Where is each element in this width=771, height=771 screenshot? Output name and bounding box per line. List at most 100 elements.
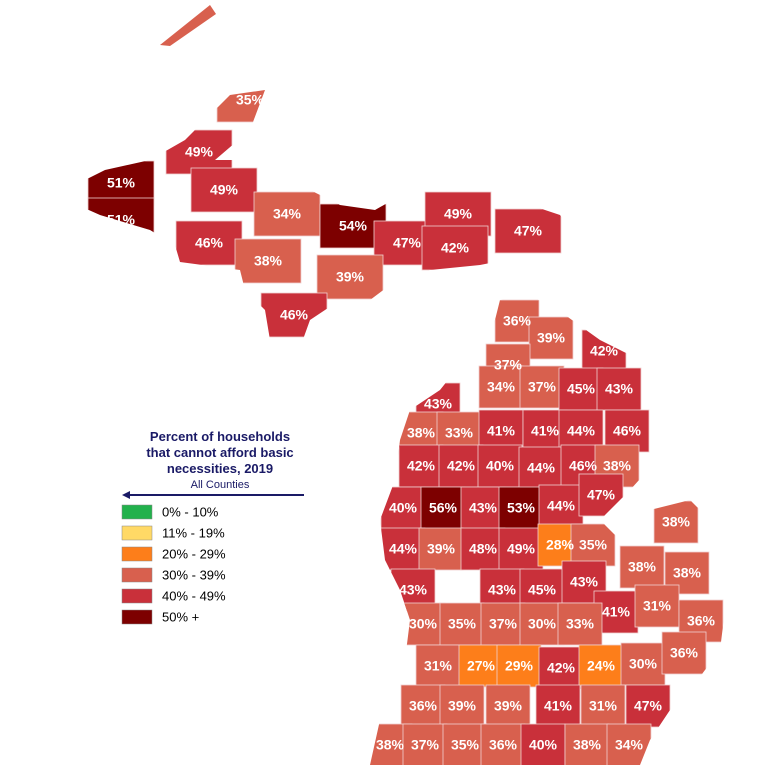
county-value: 38% — [603, 458, 632, 474]
legend-arrow — [122, 491, 130, 499]
county-value: 41% — [487, 423, 516, 439]
county-value: 30% — [409, 616, 438, 632]
county-value: 30% — [528, 616, 557, 632]
county-value: 45% — [528, 582, 557, 598]
county — [480, 723, 526, 765]
county-value: 38% — [376, 737, 405, 753]
county-value: 51% — [107, 212, 136, 228]
county-value: 49% — [444, 206, 473, 222]
legend-title: that cannot afford basic — [146, 445, 293, 460]
county — [661, 631, 707, 675]
county-value: 39% — [336, 269, 365, 285]
county — [538, 484, 584, 528]
county-value: 34% — [487, 379, 516, 395]
county — [477, 444, 523, 488]
county-value: 47% — [634, 698, 663, 714]
county-value: 42% — [547, 660, 576, 676]
county-value: 42% — [590, 343, 619, 359]
county-value: 28% — [546, 537, 575, 553]
legend-subtitle: All Counties — [191, 479, 250, 491]
county — [439, 602, 485, 646]
county-value: 42% — [407, 458, 436, 474]
county-value: 43% — [399, 582, 428, 598]
island — [160, 5, 216, 46]
county — [519, 365, 565, 409]
county-value: 29% — [505, 658, 534, 674]
county-value: 36% — [670, 645, 699, 661]
legend-swatch — [121, 567, 153, 583]
county-value: 36% — [503, 313, 532, 329]
county-value: 49% — [507, 541, 536, 557]
county-value: 47% — [514, 223, 543, 239]
county — [438, 444, 484, 488]
legend-label: 50% + — [162, 609, 199, 624]
county — [580, 684, 626, 728]
county — [557, 602, 603, 646]
county — [234, 238, 302, 284]
county-value: 39% — [494, 698, 523, 714]
county — [653, 500, 699, 544]
county — [421, 225, 489, 271]
county-value: 42% — [447, 458, 476, 474]
county-value: 36% — [687, 613, 716, 629]
legend-title: necessities, 2019 — [167, 461, 273, 476]
legend-title: Percent of households — [150, 429, 290, 444]
county-value: 31% — [643, 598, 672, 614]
legend-label: 30% - 39% — [162, 567, 226, 582]
legend-label: 0% - 10% — [162, 504, 219, 519]
county-value: 46% — [569, 458, 598, 474]
county — [494, 208, 562, 254]
county — [619, 545, 665, 589]
county-value: 43% — [605, 381, 634, 397]
county-value: 49% — [185, 144, 214, 160]
legend-label: 11% - 19% — [162, 525, 225, 540]
county — [458, 644, 504, 688]
county — [253, 191, 321, 237]
legend-label: 20% - 29% — [162, 546, 226, 561]
county-value: 40% — [529, 737, 558, 753]
county-value: 51% — [107, 175, 136, 191]
county — [485, 684, 531, 728]
county-value: 44% — [567, 423, 596, 439]
county-value: 38% — [254, 253, 283, 269]
county — [564, 723, 610, 765]
county-value: 37% — [528, 379, 557, 395]
county-value: 46% — [280, 307, 309, 323]
county-value: 37% — [489, 616, 518, 632]
county-value: 38% — [573, 737, 602, 753]
county — [175, 220, 243, 266]
legend-swatch — [121, 525, 153, 541]
county-value: 35% — [579, 537, 608, 553]
county — [418, 527, 464, 571]
county-value: 38% — [673, 565, 702, 581]
county-value: 31% — [589, 698, 618, 714]
county — [625, 684, 671, 728]
value-labels: 35% 49% 51% 51% 49% 34% 46% 38% 54% 47% 49% 42% 47% 3… — [107, 92, 716, 753]
legend-swatch — [121, 609, 153, 625]
county — [442, 723, 488, 765]
county — [460, 527, 506, 571]
county-value: 38% — [407, 425, 436, 441]
county-value: 40% — [486, 458, 515, 474]
county — [400, 684, 446, 728]
county — [316, 254, 384, 300]
county-value: 41% — [602, 604, 631, 620]
legend-label: 40% - 49% — [162, 588, 226, 603]
county-value: 39% — [427, 541, 456, 557]
county-value: 56% — [429, 500, 458, 516]
county-value: 49% — [210, 182, 239, 198]
county — [535, 684, 581, 728]
county-value: 36% — [409, 698, 438, 714]
county-value: 34% — [615, 737, 644, 753]
legend-swatch — [121, 546, 153, 562]
county-value: 47% — [393, 235, 422, 251]
county-value: 42% — [441, 240, 470, 256]
county-value: 35% — [236, 92, 265, 108]
county-value: 38% — [662, 514, 691, 530]
county — [498, 486, 544, 530]
county-value: 39% — [537, 330, 566, 346]
legend: Percent of households that cannot afford… — [121, 429, 304, 625]
county-value: 39% — [448, 698, 477, 714]
county — [420, 486, 466, 530]
